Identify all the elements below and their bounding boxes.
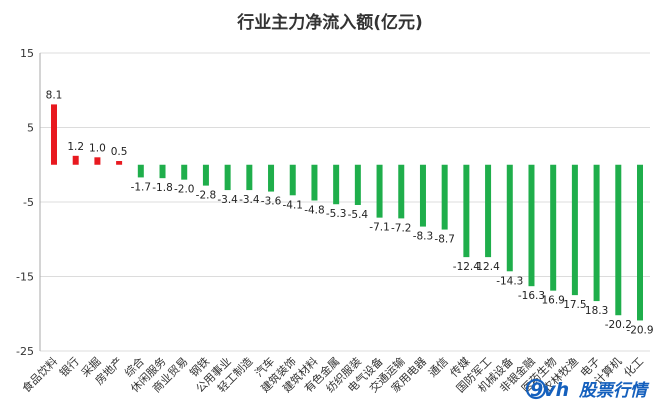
data-label: -7.1 bbox=[369, 222, 390, 234]
bar bbox=[398, 164, 405, 219]
bar bbox=[506, 164, 513, 272]
bar bbox=[246, 164, 253, 191]
data-label: -3.4 bbox=[239, 194, 260, 206]
bar bbox=[441, 164, 448, 230]
bar bbox=[289, 164, 296, 196]
x-tick-label: 通信 bbox=[426, 355, 451, 380]
data-label: -4.1 bbox=[282, 199, 303, 211]
data-label: -1.7 bbox=[131, 181, 152, 193]
bar bbox=[615, 164, 622, 316]
bar bbox=[571, 164, 578, 296]
data-label: -7.2 bbox=[391, 222, 412, 234]
bar bbox=[463, 164, 470, 258]
bar bbox=[311, 164, 318, 201]
bar bbox=[181, 164, 188, 180]
data-label: 16.9 bbox=[541, 295, 564, 307]
data-label: 1.2 bbox=[67, 141, 84, 153]
bar bbox=[72, 155, 79, 165]
bar bbox=[202, 164, 209, 186]
bar bbox=[94, 157, 101, 165]
bar bbox=[550, 164, 557, 291]
data-label: -5.4 bbox=[348, 209, 369, 221]
data-label: -2.0 bbox=[174, 184, 195, 196]
data-label: -1.8 bbox=[152, 182, 173, 194]
data-label: -16.3 bbox=[518, 290, 545, 302]
y-tick-label: 15 bbox=[20, 47, 34, 60]
y-axis: 15 5 -5 -15 -25 bbox=[16, 47, 41, 358]
data-label: -5.3 bbox=[326, 208, 347, 220]
data-label: 8.1 bbox=[46, 89, 63, 101]
y-tick-label: -15 bbox=[16, 271, 34, 284]
watermark-logo: 9vh bbox=[525, 378, 569, 401]
data-label: 0.5 bbox=[111, 146, 128, 158]
bar bbox=[333, 164, 340, 205]
bar bbox=[376, 164, 383, 218]
data-label: -4.8 bbox=[304, 205, 325, 217]
bar bbox=[116, 161, 123, 165]
bar bbox=[224, 164, 231, 191]
y-tick-label: -5 bbox=[23, 196, 34, 209]
svg-text:9vh: 9vh bbox=[530, 379, 569, 401]
bar bbox=[528, 164, 535, 287]
data-label: -20.2 bbox=[605, 319, 632, 331]
data-label: 1.0 bbox=[89, 142, 106, 154]
data-label: 17.5 bbox=[563, 299, 586, 311]
bar bbox=[354, 164, 361, 205]
grid-lines bbox=[40, 52, 650, 352]
bar bbox=[268, 164, 275, 192]
bar bbox=[137, 164, 144, 178]
y-tick-label: -25 bbox=[16, 345, 34, 358]
data-label: 18.3 bbox=[585, 305, 608, 317]
data-label: 12.4 bbox=[476, 261, 500, 273]
data-label: -3.4 bbox=[217, 194, 238, 206]
bar bbox=[637, 164, 643, 321]
data-label: -20.9 bbox=[626, 324, 653, 336]
data-label: -3.6 bbox=[261, 196, 282, 208]
y-tick-label: 5 bbox=[27, 122, 34, 135]
x-tick-label: 银行 bbox=[56, 354, 81, 379]
bars bbox=[51, 104, 643, 321]
watermark-text: 股票行情 bbox=[578, 381, 650, 401]
bar bbox=[419, 164, 426, 227]
data-label: -8.3 bbox=[413, 231, 434, 243]
bar bbox=[51, 104, 57, 165]
bar bbox=[159, 164, 166, 179]
data-labels: 8.11.2 1.0 0.5-1.7 -1.8 -2.0 -2.8 -3.4 -3.4 -3.6… bbox=[46, 89, 654, 336]
data-label: -14.3 bbox=[496, 275, 523, 287]
data-label: -8.7 bbox=[434, 234, 455, 246]
watermark: 9vh 股票行情 bbox=[525, 378, 650, 401]
chart-title: 行业主力净流入额(亿元) bbox=[236, 12, 423, 33]
x-tick-label: 食品饮料 bbox=[19, 354, 60, 395]
bar bbox=[485, 164, 492, 258]
x-tick-label: 化工 bbox=[621, 354, 646, 379]
data-label: -2.8 bbox=[196, 190, 217, 202]
bar bbox=[593, 164, 600, 302]
data-label: -12.4 bbox=[453, 261, 480, 273]
